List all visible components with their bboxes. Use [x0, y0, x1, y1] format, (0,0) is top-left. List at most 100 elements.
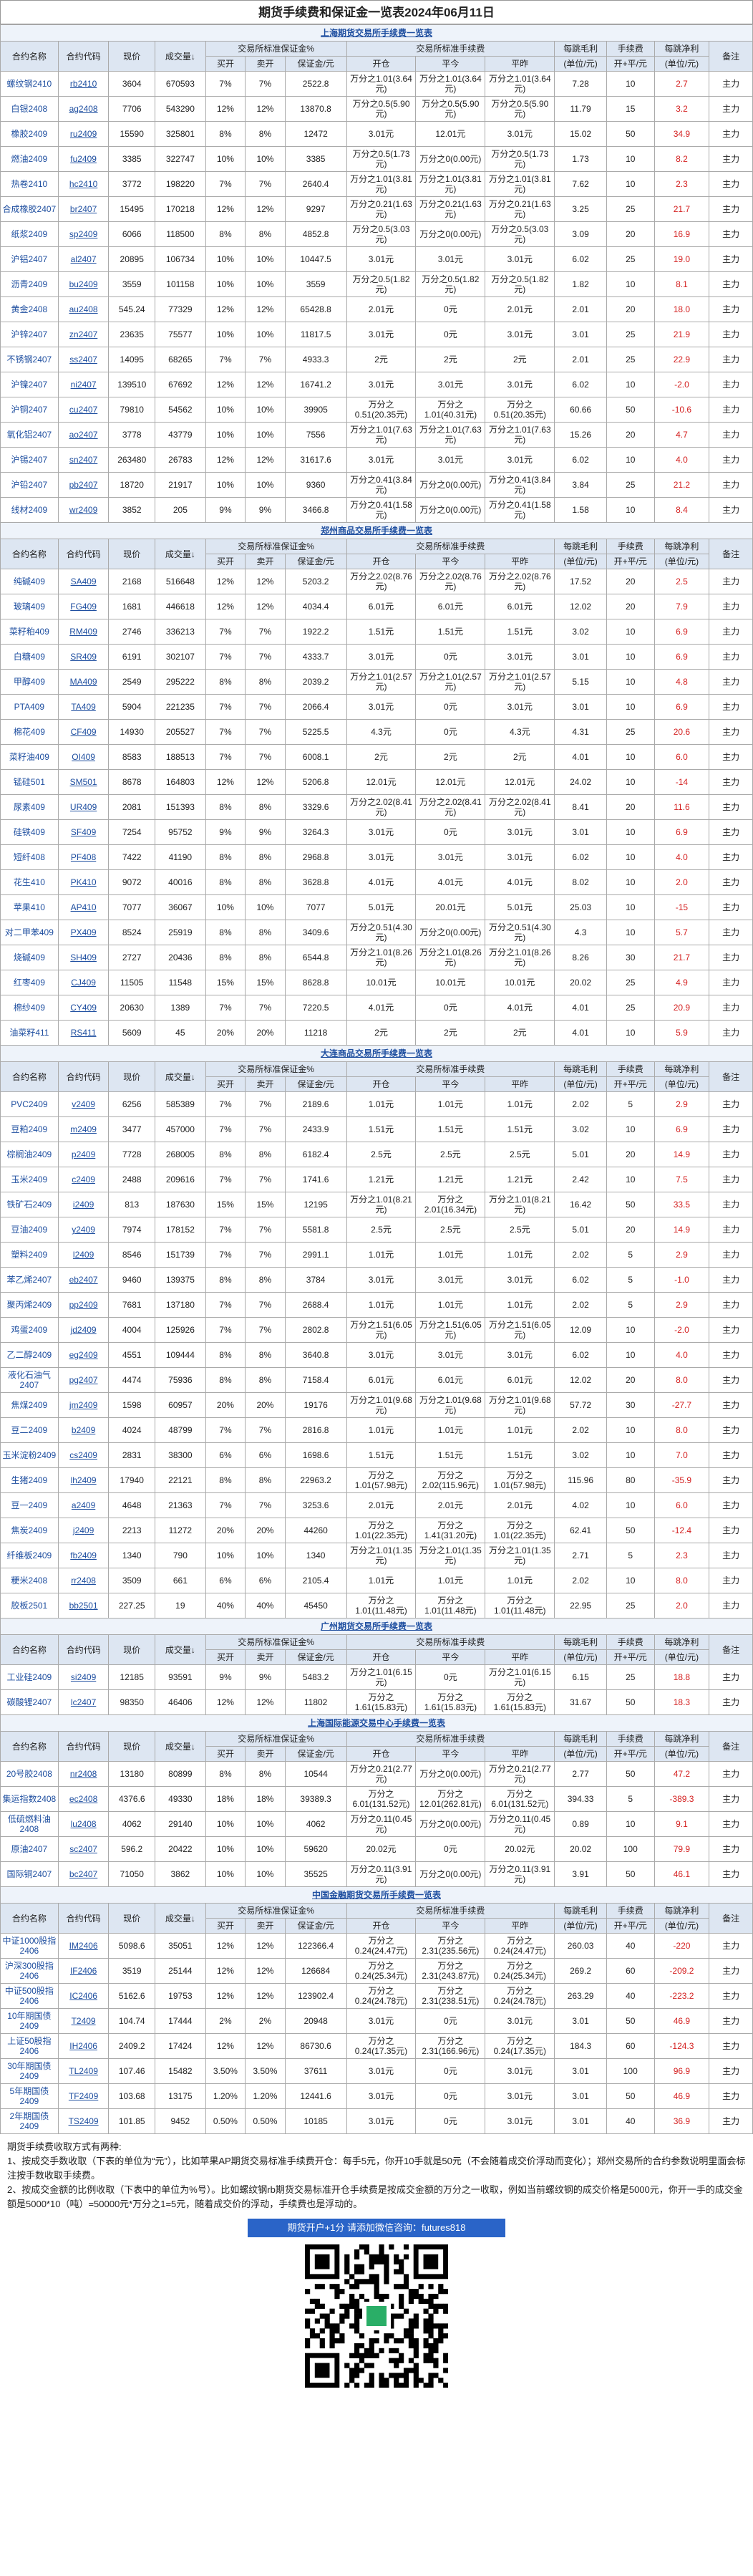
tick-net: 46.9: [654, 2083, 710, 2109]
price: 5098.6: [108, 1933, 156, 1959]
open-fee: 1.01元: [346, 1242, 417, 1268]
contract-code: y2409: [57, 1217, 110, 1243]
qr-module: [438, 2378, 444, 2383]
volume: 457000: [155, 1116, 206, 1142]
margin-amount: 2816.8: [284, 1417, 347, 1443]
data-row: 焦煤2409 jm2409 1598 60957 20% 20% 19176 万分之1.01(…: [0, 1392, 753, 1418]
header-cell: 手续费: [606, 1634, 655, 1650]
sell-margin: 10%: [245, 146, 286, 172]
data-row: 白银2408 ag2408 7706 543290 12% 12% 13870.8 万分之0.…: [0, 96, 753, 122]
qr-module: [443, 2358, 448, 2363]
qr-module: [413, 2363, 419, 2368]
header-cell: 现价: [108, 539, 156, 569]
header-cell: 合约名称: [0, 1634, 59, 1665]
tick-gross: 2.42: [554, 1167, 607, 1192]
margin-amount: 7077: [284, 894, 347, 920]
open-fee: 万分之1.01(57.98元): [346, 1467, 417, 1493]
qr-module: [309, 2333, 316, 2339]
round-fee: 30: [606, 945, 655, 970]
buy-margin: 8%: [205, 794, 246, 820]
tick-gross: 0.89: [554, 1811, 607, 1837]
header-cell: 开仓: [346, 1649, 417, 1665]
margin-amount: 59620: [284, 1836, 347, 1862]
remark: 主力: [709, 1192, 753, 1217]
round-fee: 40: [606, 1983, 655, 2009]
tick-gross: 260.03: [554, 1933, 607, 1959]
volume: 125926: [155, 1317, 206, 1343]
round-fee: 25: [606, 347, 655, 372]
remark: 主力: [709, 1317, 753, 1343]
qr-module: [319, 2313, 325, 2319]
qr-module: [379, 2254, 384, 2259]
price: 4551: [108, 1342, 156, 1368]
volume: 9452: [155, 2108, 206, 2134]
header-cell: 交易所标准手续费: [346, 41, 555, 57]
volume: 11272: [155, 1518, 206, 1543]
price: 15495: [108, 196, 156, 222]
close-today-fee: 0元: [415, 296, 486, 322]
qr-module: [384, 2333, 389, 2339]
qr-module: [384, 2338, 389, 2344]
contract-name: 棉纱409: [0, 995, 59, 1021]
volume: 77329: [155, 296, 206, 322]
price: 7681: [108, 1292, 156, 1318]
header-cell: 备注: [709, 1903, 753, 1934]
data-row: 纸浆2409 sp2409 6066 118500 8% 8% 4852.8 万分之0.5(3…: [0, 221, 753, 247]
sell-margin: 8%: [245, 1267, 286, 1293]
qr-module: [359, 2358, 365, 2363]
buy-margin: 18%: [205, 1786, 246, 1812]
qr-module: [433, 2323, 439, 2329]
volume: 164803: [155, 769, 206, 795]
qr-module: [403, 2308, 409, 2314]
qr-module: [359, 2368, 365, 2373]
margin-amount: 6544.8: [284, 945, 347, 970]
buy-margin: 10%: [205, 1861, 246, 1887]
data-row: 合成橡胶2407 br2407 15495 170218 12% 12% 9297 万分之0.…: [0, 196, 753, 222]
tick-gross: 2.01: [554, 347, 607, 372]
volume: 661: [155, 1568, 206, 1593]
close-yesterday-fee: 4.01元: [485, 995, 555, 1021]
remark: 主力: [709, 619, 753, 645]
sell-margin: 7%: [245, 694, 286, 720]
contract-code: eg2409: [57, 1342, 110, 1368]
qr-module: [394, 2254, 399, 2259]
qr-module: [418, 2284, 424, 2290]
close-today-fee: 3.01元: [415, 372, 486, 397]
price: 8546: [108, 1242, 156, 1268]
tick-gross: 3.09: [554, 221, 607, 247]
qr-module: [394, 2358, 399, 2363]
header-cell: 交易所标准保证金%: [205, 539, 347, 554]
header-cell: 交易所标准手续费: [346, 1061, 555, 1077]
buy-margin: 8%: [205, 1761, 246, 1787]
contract-code: lh2409: [57, 1467, 110, 1493]
contract-code: b2409: [57, 1417, 110, 1443]
remark: 主力: [709, 1467, 753, 1493]
close-today-fee: 3.01元: [415, 246, 486, 272]
qr-module: [428, 2353, 434, 2358]
header-cell: 平今: [415, 1918, 486, 1934]
open-fee: 万分之1.01(2.57元): [346, 669, 417, 695]
header-cell: 平昨: [485, 56, 555, 72]
open-fee: 1.01元: [346, 1091, 417, 1117]
round-fee: 40: [606, 1933, 655, 1959]
qr-module: [394, 2348, 399, 2354]
qr-module: [359, 2333, 365, 2339]
price: 7077: [108, 894, 156, 920]
volume: 13175: [155, 2083, 206, 2109]
contract-name: 液化石油气2407: [0, 1367, 59, 1393]
qr-module: [354, 2249, 360, 2255]
close-yesterday-fee: 万分之1.01(8.26元): [485, 945, 555, 970]
contract-name: 螺纹钢2410: [0, 71, 59, 97]
close-today-fee: 万分之12.01(262.81元): [415, 1786, 486, 1812]
close-today-fee: 3.01元: [415, 1342, 486, 1368]
tick-gross: 2.02: [554, 1417, 607, 1443]
header-row: 买开 卖开 保证金/元 开仓 平今 平昨 (单位/元) 开+平/元 (单位/元): [1, 554, 753, 569]
close-today-fee: 2元: [415, 1020, 486, 1046]
tick-gross: 2.02: [554, 1242, 607, 1268]
tick-gross: 5.01: [554, 1142, 607, 1167]
data-row: 30年期国债2409 TL2409 107.46 15482 3.50% 3.50% 376…: [0, 2058, 753, 2084]
close-yesterday-fee: 万分之6.01(131.52元): [485, 1786, 555, 1812]
margin-amount: 12441.6: [284, 2083, 347, 2109]
buy-margin: 10%: [205, 1836, 246, 1862]
qr-module: [408, 2318, 414, 2324]
